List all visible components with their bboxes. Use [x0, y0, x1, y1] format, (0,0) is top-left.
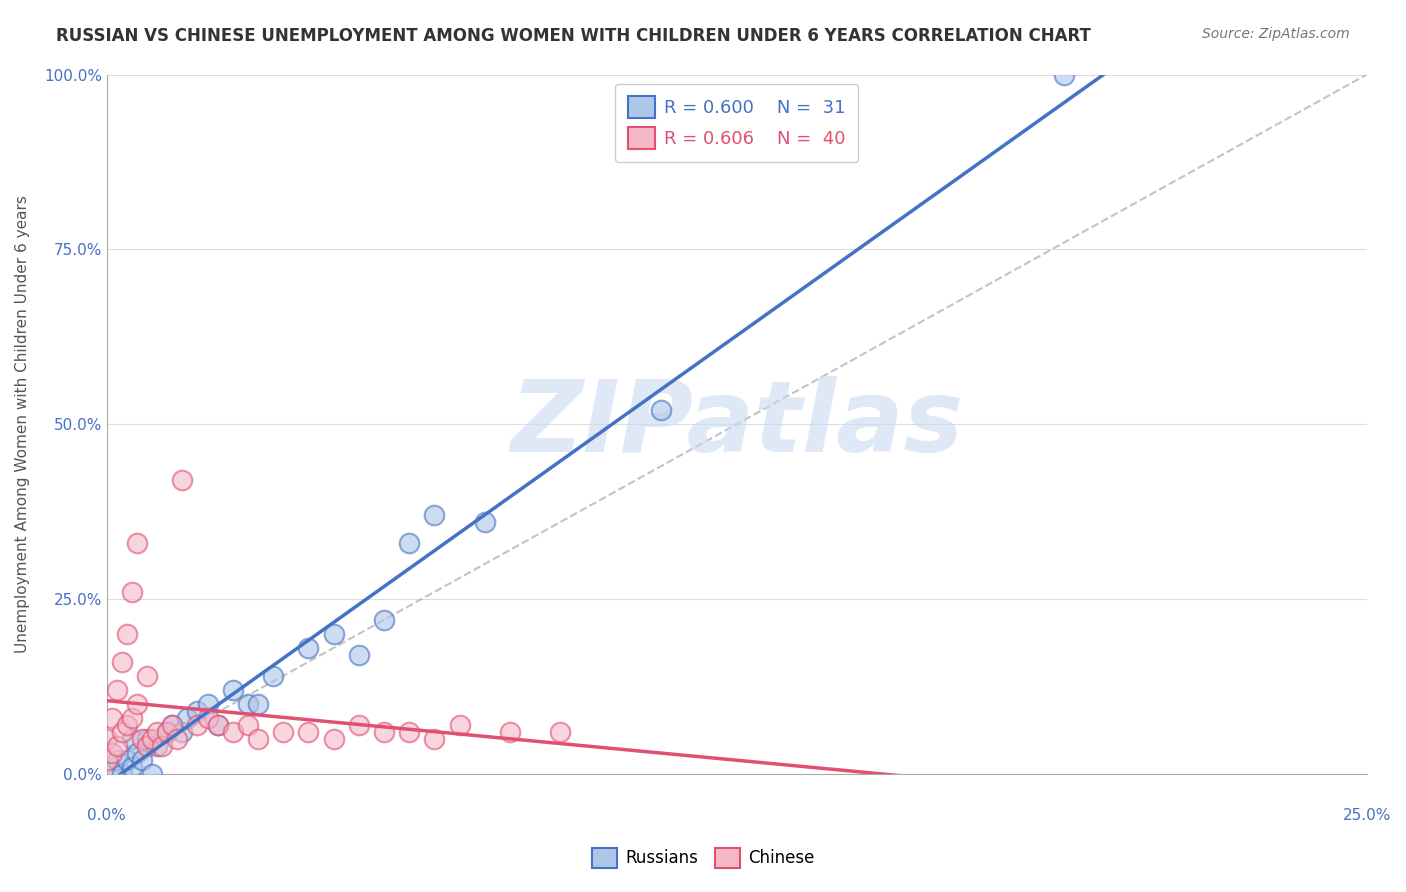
Point — [136, 739, 159, 753]
Point — [101, 760, 124, 774]
Point — [111, 724, 134, 739]
Y-axis label: Unemployment Among Women with Children Under 6 years: Unemployment Among Women with Children U… — [15, 195, 30, 653]
Point — [101, 711, 124, 725]
Point — [146, 724, 169, 739]
Point — [474, 515, 496, 529]
Point — [121, 760, 143, 774]
Point — [322, 731, 344, 746]
Point — [1053, 68, 1076, 82]
Point — [115, 753, 138, 767]
Point — [423, 731, 446, 746]
Point — [131, 731, 153, 746]
Text: 25.0%: 25.0% — [1343, 808, 1391, 823]
Point — [111, 655, 134, 669]
Point — [136, 731, 159, 746]
Point — [398, 536, 420, 550]
Point — [166, 731, 188, 746]
Legend: Russians, Chinese: Russians, Chinese — [585, 841, 821, 875]
Point — [271, 724, 294, 739]
Point — [172, 473, 194, 487]
Point — [236, 697, 259, 711]
Point — [96, 731, 118, 746]
Point — [115, 627, 138, 641]
Point — [121, 731, 143, 746]
Point — [423, 508, 446, 522]
Point — [550, 724, 572, 739]
Point — [186, 704, 208, 718]
Point — [156, 724, 179, 739]
Point — [449, 718, 471, 732]
Point — [398, 724, 420, 739]
Legend: R = 0.600    N =  31, R = 0.606    N =  40: R = 0.600 N = 31, R = 0.606 N = 40 — [616, 84, 858, 162]
Point — [111, 766, 134, 780]
Point — [101, 746, 124, 760]
Point — [347, 718, 370, 732]
Point — [207, 718, 229, 732]
Point — [222, 682, 245, 697]
Point — [373, 613, 395, 627]
Point — [347, 648, 370, 662]
Point — [499, 724, 522, 739]
Point — [322, 627, 344, 641]
Point — [162, 718, 184, 732]
Point — [125, 536, 148, 550]
Text: Source: ZipAtlas.com: Source: ZipAtlas.com — [1202, 27, 1350, 41]
Point — [96, 753, 118, 767]
Text: ZIPatlas: ZIPatlas — [510, 376, 963, 473]
Point — [105, 739, 128, 753]
Point — [131, 753, 153, 767]
Point — [186, 718, 208, 732]
Text: RUSSIAN VS CHINESE UNEMPLOYMENT AMONG WOMEN WITH CHILDREN UNDER 6 YEARS CORRELAT: RUSSIAN VS CHINESE UNEMPLOYMENT AMONG WO… — [56, 27, 1091, 45]
Point — [246, 731, 269, 746]
Point — [197, 711, 219, 725]
Point — [121, 585, 143, 599]
Point — [115, 718, 138, 732]
Point — [207, 718, 229, 732]
Point — [297, 640, 319, 655]
Point — [197, 697, 219, 711]
Point — [125, 746, 148, 760]
Point — [141, 731, 163, 746]
Point — [125, 697, 148, 711]
Point — [222, 724, 245, 739]
Point — [146, 739, 169, 753]
Point — [262, 669, 284, 683]
Point — [141, 766, 163, 780]
Point — [156, 724, 179, 739]
Point — [172, 724, 194, 739]
Point — [121, 711, 143, 725]
Text: 0.0%: 0.0% — [87, 808, 127, 823]
Point — [150, 739, 173, 753]
Point — [650, 403, 672, 417]
Point — [105, 753, 128, 767]
Point — [176, 711, 198, 725]
Point — [136, 669, 159, 683]
Point — [162, 718, 184, 732]
Point — [236, 718, 259, 732]
Point — [105, 682, 128, 697]
Point — [373, 724, 395, 739]
Point — [297, 724, 319, 739]
Point — [246, 697, 269, 711]
